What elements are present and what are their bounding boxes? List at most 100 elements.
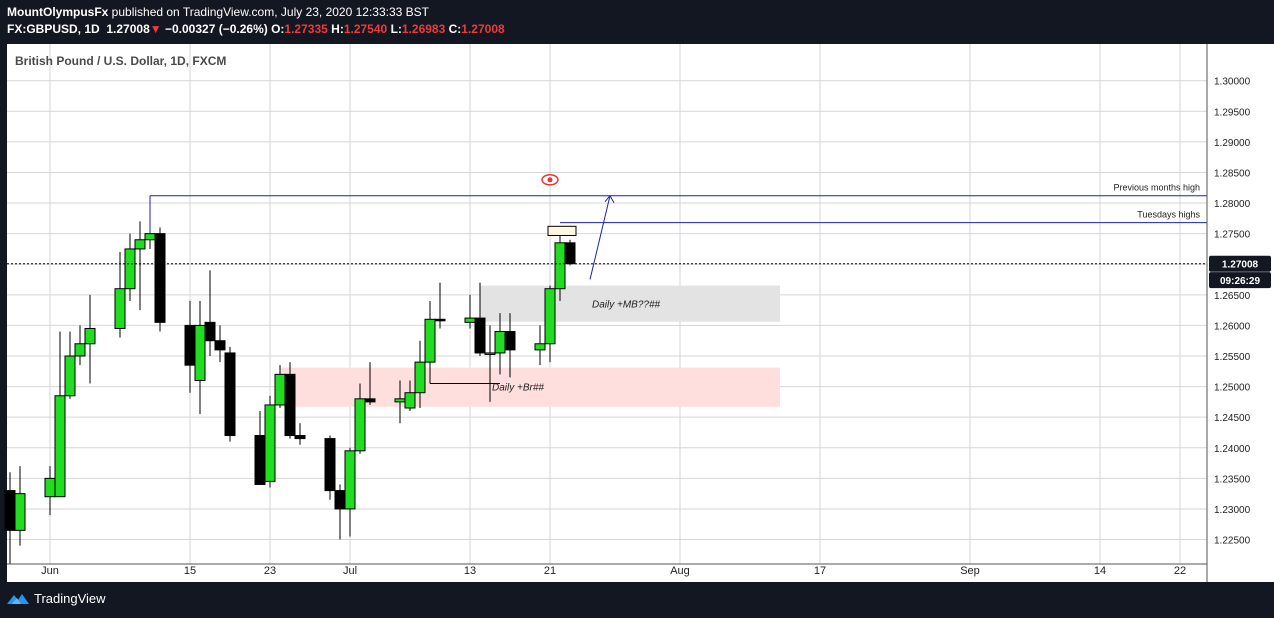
footer-bar: TradingView — [0, 582, 1274, 618]
low-label: L: — [390, 22, 402, 36]
x-tick-label: Jul — [343, 565, 357, 577]
candle-up[interactable] — [84, 327, 96, 345]
candle-down[interactable] — [504, 331, 516, 351]
x-tick-label: 23 — [264, 565, 276, 577]
candles-layer — [4, 196, 576, 564]
candle-up[interactable] — [44, 477, 56, 498]
projection-arrow — [589, 195, 611, 280]
y-tick-label: 1.27500 — [1214, 230, 1251, 241]
candle-up[interactable] — [274, 373, 286, 406]
tuesdays-highs-label: Tuesdays highs — [1137, 210, 1200, 220]
tradingview-brand[interactable]: TradingView — [7, 591, 106, 606]
open-value: 1.27335 — [284, 22, 328, 36]
candle-up[interactable] — [54, 395, 66, 498]
candle-down[interactable] — [4, 490, 16, 531]
y-tick-label: 1.23000 — [1214, 505, 1251, 516]
axes-layer: 1.22500 1.23000 1.23500 1.24000 1.24500 1.250… — [7, 44, 1271, 582]
x-tick-label: 14 — [1094, 565, 1106, 577]
close-label: C: — [448, 22, 462, 36]
y-tick-label: 1.29500 — [1214, 107, 1251, 118]
candle-down[interactable] — [474, 317, 486, 354]
y-tick-label: 1.24500 — [1214, 413, 1251, 424]
daily-mb-label: Daily +MB??## — [592, 299, 661, 310]
candle-up[interactable] — [534, 343, 546, 351]
candle-down[interactable] — [154, 233, 166, 323]
zones-layer — [280, 285, 780, 407]
candle-down[interactable] — [434, 318, 446, 322]
candle-down[interactable] — [224, 352, 236, 437]
candle-up[interactable] — [484, 352, 496, 355]
x-tick-label: Aug — [670, 565, 690, 577]
candle-up[interactable] — [344, 450, 356, 510]
candle-up[interactable] — [124, 248, 136, 290]
y-tick-label: 1.28000 — [1214, 199, 1251, 210]
high-value: 1.27540 — [343, 22, 388, 36]
y-tick-label: 1.26500 — [1214, 291, 1251, 302]
author-name[interactable]: MountOlympusFx — [7, 5, 109, 19]
price-change: −0.00327 (−0.26%) — [164, 22, 268, 36]
last-price-badge — [1209, 255, 1271, 272]
candle-down[interactable] — [564, 242, 576, 265]
y-tick-label: 1.28500 — [1214, 168, 1251, 179]
down-triangle-icon: ▼ — [149, 22, 162, 36]
x-tick-label: 17 — [814, 565, 826, 577]
y-tick-label: 1.25500 — [1214, 352, 1251, 363]
candle-up[interactable] — [424, 318, 436, 363]
candle-up[interactable] — [394, 398, 406, 403]
candle-up[interactable] — [464, 317, 476, 323]
candle-down[interactable] — [214, 340, 226, 351]
recent-high-box — [547, 225, 577, 236]
candle-down[interactable] — [364, 398, 376, 403]
candle-up[interactable] — [264, 404, 276, 482]
candle-up[interactable] — [194, 324, 206, 381]
candle-up[interactable] — [404, 392, 416, 409]
candle-down[interactable] — [184, 324, 196, 366]
y-tick-label: 1.24000 — [1214, 444, 1251, 455]
candle-down[interactable] — [204, 321, 216, 342]
y-tick-label: 1.30000 — [1214, 77, 1251, 88]
candle-up[interactable] — [354, 398, 366, 452]
tradingview-logo-icon — [7, 593, 29, 604]
x-tick-label: 15 — [184, 565, 196, 577]
low-value: 1.26983 — [401, 22, 446, 36]
candle-up[interactable] — [544, 288, 556, 345]
countdown-badge — [1209, 272, 1271, 289]
candle-down[interactable] — [334, 490, 346, 510]
chart-area[interactable]: Previous months high Tuesdays highs Daily … — [0, 44, 1274, 582]
y-tick-label: 1.23500 — [1214, 474, 1251, 485]
candle-down[interactable] — [284, 373, 296, 437]
publication-info: MountOlympusFx published on TradingView.… — [7, 5, 429, 19]
symbol-label: FX:GBPUSD, 1D — [7, 22, 100, 36]
candle-up[interactable] — [14, 493, 26, 531]
candle-up[interactable] — [74, 343, 86, 357]
projection-arrow-head — [604, 194, 615, 203]
publication-header: MountOlympusFx published on TradingView.… — [0, 0, 1274, 44]
candle-down[interactable] — [324, 438, 336, 492]
x-tick-label: Jun — [41, 565, 59, 577]
daily-breaker-label: Daily +Br## — [492, 383, 544, 394]
symbol-ohlc-line: FX:GBPUSD, 1D 1.27008▼ −0.00327 (−0.26%)… — [7, 22, 505, 36]
daily-mb-zone — [480, 285, 780, 322]
candle-up[interactable] — [134, 239, 146, 250]
candle-up[interactable] — [554, 242, 566, 290]
x-tick-label: 21 — [544, 565, 556, 577]
x-tick-label: 22 — [1174, 565, 1186, 577]
tradingview-label: TradingView — [34, 591, 106, 606]
candle-down[interactable] — [294, 435, 306, 440]
previous-months-high-label: Previous months high — [1113, 183, 1200, 193]
y-tick-label: 1.29000 — [1214, 138, 1251, 149]
last-price-badge-text: 1.27008 — [1222, 260, 1259, 271]
eye-icon-pupil — [547, 177, 553, 183]
chart-title: British Pound / U.S. Dollar, 1D, FXCM — [15, 54, 226, 68]
y-tick-label: 1.26000 — [1214, 321, 1251, 332]
x-tick-label: 13 — [464, 565, 476, 577]
candle-up[interactable] — [114, 288, 126, 329]
candle-up[interactable] — [414, 361, 426, 394]
candle-down[interactable] — [254, 435, 266, 485]
high-label: H: — [331, 22, 344, 36]
y-tick-label: 1.22500 — [1214, 536, 1251, 547]
countdown-badge-text: 09:26:29 — [1220, 276, 1260, 287]
candle-up[interactable] — [144, 233, 156, 241]
candle-up[interactable] — [64, 355, 76, 397]
candle-up[interactable] — [494, 331, 506, 354]
